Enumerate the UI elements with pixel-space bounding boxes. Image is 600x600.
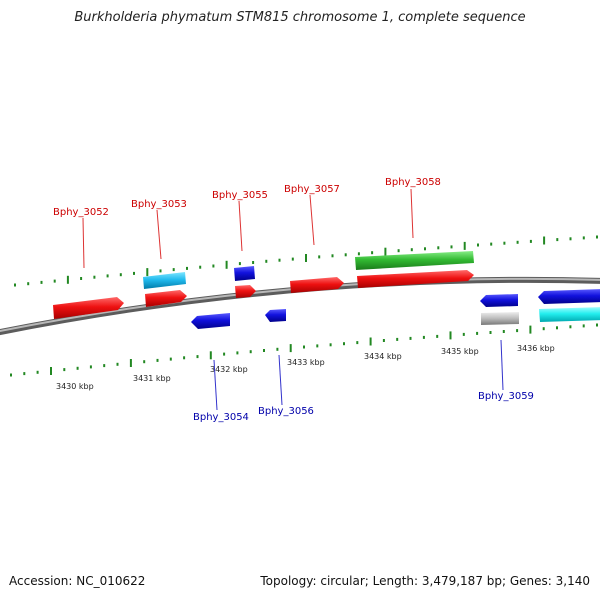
leader-line	[309, 194, 315, 246]
map-title: Burkholderia phymatum STM815 chromosome …	[74, 10, 526, 25]
kbp-label: 3433 kbp	[287, 358, 325, 367]
kbp-label: 3436 kbp	[517, 344, 555, 353]
kbp-label: 3432 kbp	[210, 365, 248, 374]
leader-line	[500, 339, 504, 391]
gene-arrow-bphy-3055[interactable]	[234, 266, 255, 281]
leader-line	[278, 354, 283, 406]
gene-labels: Bphy_3052 Bphy_3053 Bphy_3055 Bphy_3057 …	[53, 177, 534, 423]
accession-text: Accession: NC_010622	[9, 574, 146, 588]
genome-stats-text: Topology: circular; Length: 3,479,187 bp…	[260, 574, 590, 588]
leader-line	[156, 209, 162, 260]
gene-label-bphy-3055[interactable]: Bphy_3055	[212, 190, 268, 201]
gene-label-bphy-3053[interactable]: Bphy_3053	[131, 199, 187, 210]
gene-label-bphy-3059[interactable]: Bphy_3059	[478, 391, 534, 402]
gene-arrow-bphy-3053-cds[interactable]	[145, 290, 187, 307]
kbp-label: 3434 kbp	[364, 352, 402, 361]
upper-tick-track	[14, 235, 598, 287]
kbp-labels: 3430 kbp 3431 kbp 3432 kbp 3433 kbp 3434…	[56, 344, 555, 391]
lower-tick-track	[10, 323, 598, 377]
gene-arrow-bphy-3059[interactable]	[480, 294, 518, 307]
label-leaders	[82, 188, 504, 411]
gene-arrow-next-cyan[interactable]	[539, 307, 600, 322]
kbp-label: 3431 kbp	[133, 374, 171, 383]
gene-features	[53, 251, 600, 329]
gene-arrow-bphy-3054[interactable]	[191, 313, 230, 329]
gene-arrow-bphy-3059-pseudo[interactable]	[481, 312, 519, 325]
kbp-label: 3435 kbp	[441, 347, 479, 356]
gene-arrow-bphy-3055-cds[interactable]	[235, 285, 256, 298]
gene-label-bphy-3054[interactable]: Bphy_3054	[193, 412, 249, 423]
gene-arrow-bphy-3053[interactable]	[143, 272, 186, 289]
gene-label-bphy-3058[interactable]: Bphy_3058	[385, 177, 441, 188]
kbp-label: 3430 kbp	[56, 382, 94, 391]
gene-arrow-bphy-3056[interactable]	[265, 309, 286, 322]
gene-label-bphy-3052[interactable]: Bphy_3052	[53, 207, 109, 218]
gene-arrow-next-reverse[interactable]	[538, 289, 600, 304]
gene-label-bphy-3056[interactable]: Bphy_3056	[258, 406, 314, 417]
leader-line	[213, 359, 218, 411]
leader-line	[82, 217, 85, 269]
gene-label-bphy-3057[interactable]: Bphy_3057	[284, 184, 340, 195]
gene-arrow-bphy-3058-cds[interactable]	[357, 270, 474, 288]
gene-arrow-bphy-3058[interactable]	[355, 251, 474, 270]
gene-arrow-bphy-3052[interactable]	[53, 297, 124, 319]
gene-arrow-bphy-3057[interactable]	[290, 277, 344, 293]
leader-line	[238, 200, 243, 252]
leader-line	[410, 188, 414, 239]
